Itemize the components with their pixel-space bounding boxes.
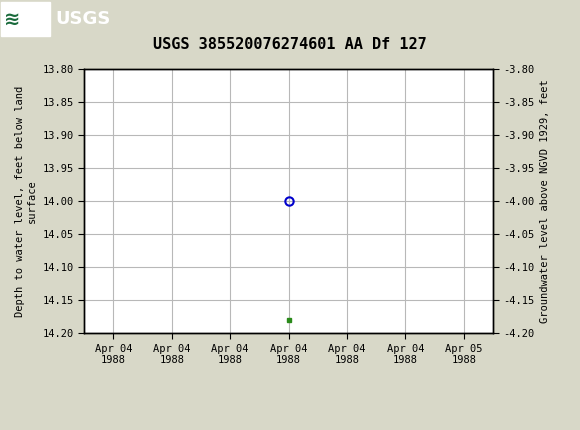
Text: USGS: USGS — [55, 10, 110, 28]
Text: USGS 385520076274601 AA Df 127: USGS 385520076274601 AA Df 127 — [153, 37, 427, 52]
FancyBboxPatch shape — [1, 2, 50, 36]
Y-axis label: Groundwater level above NGVD 1929, feet: Groundwater level above NGVD 1929, feet — [540, 79, 550, 323]
Text: ≋: ≋ — [3, 9, 20, 28]
Y-axis label: Depth to water level, feet below land
surface: Depth to water level, feet below land su… — [15, 86, 37, 316]
